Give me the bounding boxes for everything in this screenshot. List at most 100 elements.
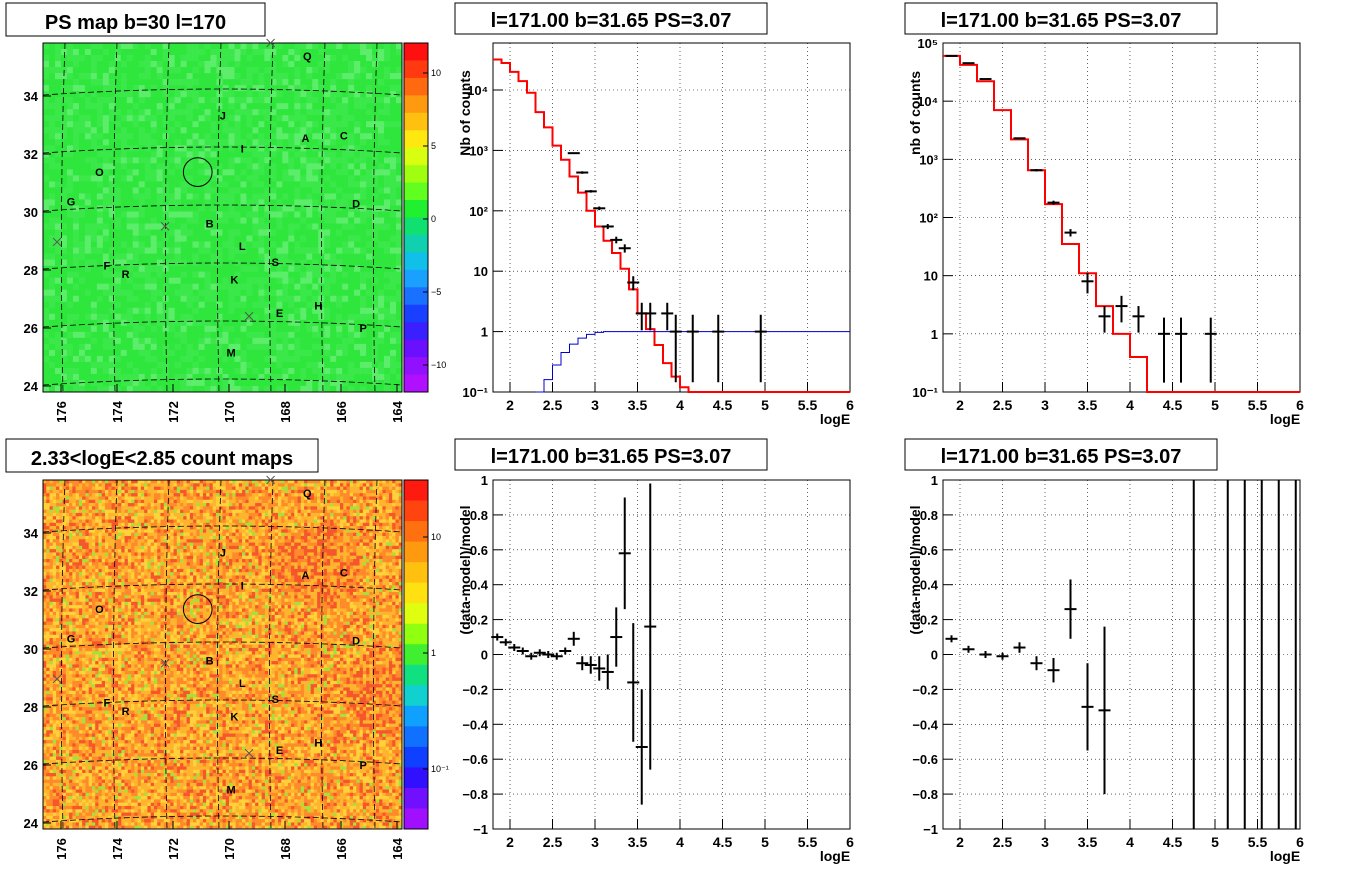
map-cell xyxy=(56,552,60,557)
map-cell xyxy=(288,241,295,248)
map-cell xyxy=(204,313,211,321)
map-cell xyxy=(108,373,116,381)
map-cell xyxy=(252,361,259,369)
map-cell xyxy=(75,493,80,497)
map-cell xyxy=(336,247,343,254)
map-cell xyxy=(234,355,241,363)
map-cell xyxy=(156,343,163,351)
map-y-tick-label: 34 xyxy=(24,89,39,104)
map-cell xyxy=(318,91,325,98)
map-cell xyxy=(69,684,73,688)
map-cell xyxy=(82,565,86,570)
map-cell xyxy=(46,516,50,520)
map-cell xyxy=(75,585,80,589)
map-cell xyxy=(75,657,80,662)
map-cell xyxy=(108,277,116,284)
map-cell xyxy=(78,139,86,146)
map-cell xyxy=(180,79,187,86)
map-cell xyxy=(234,181,241,188)
map-cell xyxy=(54,247,62,254)
map-cell xyxy=(49,601,54,606)
map-cell xyxy=(43,631,47,636)
map-cell xyxy=(66,361,74,369)
map-cell xyxy=(59,776,63,780)
map-cell xyxy=(65,710,70,715)
map-cell xyxy=(96,79,104,86)
map-cell xyxy=(75,730,80,734)
map-cell xyxy=(228,55,235,62)
map-cell xyxy=(246,67,253,74)
source-label: L xyxy=(239,241,246,253)
map-cell xyxy=(276,259,283,266)
map-cell xyxy=(138,163,146,170)
map-cell xyxy=(59,749,63,754)
map-cell xyxy=(62,516,67,520)
map-cell xyxy=(180,133,187,140)
map-cell xyxy=(69,582,73,586)
map-cell xyxy=(258,361,265,369)
map-cell xyxy=(354,217,361,224)
map-cell xyxy=(96,283,104,291)
map-cell xyxy=(186,259,193,266)
map-cell xyxy=(43,199,50,206)
map-cell xyxy=(180,49,187,56)
map-cell xyxy=(114,247,122,254)
map-cell xyxy=(49,796,54,800)
map-cell xyxy=(56,825,60,830)
map-cell xyxy=(294,109,301,116)
map-cell xyxy=(396,139,403,146)
map-cell xyxy=(294,145,301,152)
map-cell xyxy=(396,337,403,345)
map-cell xyxy=(360,241,367,248)
map-cell xyxy=(258,205,265,212)
map-cell xyxy=(174,211,181,218)
map-cell xyxy=(282,49,289,56)
map-cell xyxy=(210,181,217,188)
map-cell xyxy=(46,720,50,724)
map-cell xyxy=(354,139,361,146)
map-cell xyxy=(72,539,76,543)
map-cell xyxy=(46,545,50,550)
map-cell xyxy=(210,295,217,303)
map-cell xyxy=(174,193,181,200)
map-cell xyxy=(72,825,76,830)
map-cell xyxy=(312,127,319,134)
map-cell xyxy=(150,271,157,278)
map-cell xyxy=(384,145,391,152)
map-cell xyxy=(324,163,331,170)
map-cell xyxy=(108,313,116,321)
map-cell xyxy=(240,145,247,152)
map-cell xyxy=(78,229,86,236)
map-cell xyxy=(75,756,80,761)
map-cell xyxy=(82,769,86,774)
map-cell xyxy=(66,343,74,351)
map-cell xyxy=(210,169,217,176)
map-cell xyxy=(288,109,295,116)
map-cell xyxy=(78,644,83,649)
map-cell xyxy=(306,241,313,248)
map-cell xyxy=(276,283,283,291)
map-cell xyxy=(82,805,86,810)
map-cell xyxy=(288,229,295,236)
map-cell xyxy=(318,325,325,333)
map-cell xyxy=(62,559,67,563)
map-cell xyxy=(144,337,151,345)
map-cell xyxy=(46,638,50,642)
map-cell xyxy=(78,175,86,182)
map-cell xyxy=(102,139,110,146)
map-cell xyxy=(234,301,241,309)
map-cell xyxy=(264,337,271,345)
map-cell xyxy=(330,181,337,188)
map-cell xyxy=(174,289,181,297)
map-cell xyxy=(234,379,241,387)
map-cell xyxy=(126,175,134,182)
map-cell xyxy=(288,217,295,224)
map-cell xyxy=(180,205,187,212)
map-cell xyxy=(348,145,355,152)
map-cell xyxy=(65,532,70,537)
map-cell xyxy=(150,229,157,236)
map-cell xyxy=(390,151,397,158)
map-cell xyxy=(72,598,76,603)
colorbar-tick-label: 10 xyxy=(431,68,441,78)
map-cell xyxy=(390,217,397,224)
